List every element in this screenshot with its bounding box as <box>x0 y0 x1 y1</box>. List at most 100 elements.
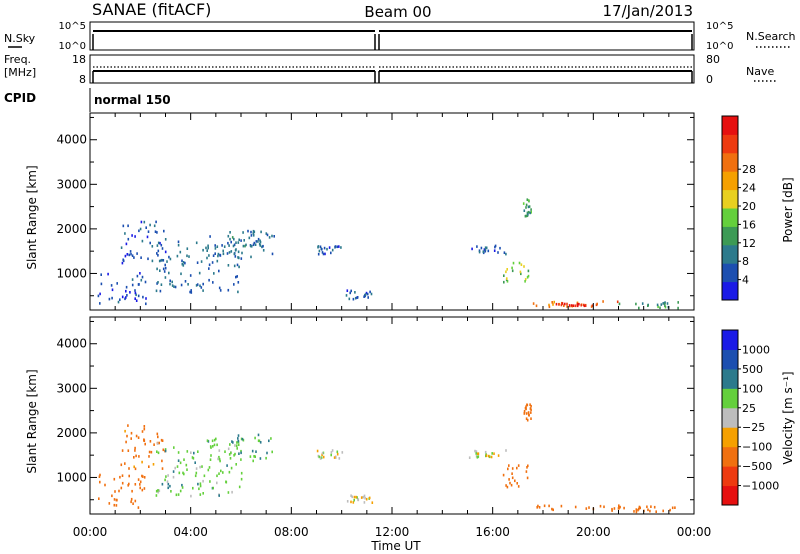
range-cell <box>108 502 111 505</box>
y-axis-label: Slant Range [km] <box>25 369 39 473</box>
colorbar-segment <box>722 368 738 389</box>
range-cell <box>136 274 139 278</box>
range-cell <box>552 303 554 306</box>
range-cell <box>616 300 619 304</box>
range-cell <box>119 298 121 301</box>
range-cell <box>360 496 363 499</box>
range-cell <box>603 505 605 509</box>
range-cell <box>99 473 101 477</box>
range-cell <box>195 284 198 287</box>
range-cell <box>134 291 137 295</box>
range-cell <box>207 440 210 443</box>
range-cell <box>234 249 237 252</box>
range-cell <box>136 252 138 255</box>
range-cell <box>254 243 257 246</box>
range-cell <box>148 465 150 468</box>
range-cell <box>186 450 189 453</box>
range-cell <box>237 281 240 284</box>
beam-title: Beam 00 <box>364 3 431 21</box>
range-cell <box>530 411 532 414</box>
range-cell <box>134 483 137 486</box>
range-cell <box>202 248 204 252</box>
range-cell <box>128 253 130 257</box>
range-cell <box>177 240 180 244</box>
range-cell <box>572 304 575 307</box>
range-cell <box>191 456 194 459</box>
range-cell <box>474 449 476 453</box>
range-cell <box>257 439 260 442</box>
range-cell <box>227 491 230 494</box>
range-cell <box>528 414 530 417</box>
range-cell <box>180 272 182 276</box>
range-cell <box>100 273 102 276</box>
range-cell <box>561 302 564 305</box>
nave-tick-bottom: 0 <box>706 73 713 86</box>
range-cell <box>333 456 336 459</box>
range-cell <box>488 454 490 458</box>
range-cell <box>318 249 321 253</box>
range-cell <box>201 465 203 468</box>
range-cell <box>120 486 123 490</box>
range-cell <box>140 256 142 259</box>
range-cell <box>153 224 156 228</box>
nsky-label: N.Sky <box>4 32 36 45</box>
frequency-panel: Freq. [MHz] 18 8 80 0 Nave <box>4 53 778 86</box>
range-cell <box>326 247 328 251</box>
range-cell <box>206 439 209 442</box>
range-cell <box>250 230 252 234</box>
range-cell <box>218 286 221 290</box>
range-cell <box>576 302 579 306</box>
range-cell <box>560 504 563 508</box>
range-cell <box>508 464 510 467</box>
range-cell <box>677 301 679 304</box>
range-cell <box>321 452 324 455</box>
range-cell <box>142 475 144 478</box>
range-cell <box>200 260 203 263</box>
range-cell <box>234 255 237 258</box>
range-cell <box>265 456 267 460</box>
range-cell <box>222 252 225 256</box>
range-cell <box>171 284 174 287</box>
range-cell <box>224 450 226 453</box>
range-cell <box>268 439 270 443</box>
range-cell <box>476 456 479 459</box>
range-cell <box>649 509 651 513</box>
colorbar-tick-label: 12 <box>742 237 756 250</box>
range-cell <box>219 459 221 463</box>
range-cell <box>134 235 136 238</box>
range-cell <box>525 206 527 209</box>
range-cell <box>506 280 509 283</box>
range-cell <box>143 476 146 479</box>
range-cell <box>536 506 538 509</box>
range-cell <box>186 468 188 471</box>
range-cell <box>480 246 483 250</box>
range-cell <box>113 498 116 501</box>
range-cell <box>139 480 142 484</box>
range-cell <box>345 294 348 297</box>
y-tick-label: 2000 <box>56 426 87 440</box>
range-cell <box>512 261 515 265</box>
range-cell <box>125 296 127 299</box>
range-cell <box>505 252 507 256</box>
range-cell <box>182 264 185 267</box>
range-cell <box>124 429 126 433</box>
range-cell <box>364 496 366 500</box>
range-cell <box>493 249 496 252</box>
range-cell <box>232 441 234 444</box>
range-cell <box>240 437 243 441</box>
range-cell <box>126 253 129 256</box>
range-cell <box>526 418 529 422</box>
range-cell <box>236 447 238 450</box>
range-cell <box>161 459 163 463</box>
range-cell <box>524 407 527 410</box>
range-cell <box>258 439 261 443</box>
range-cell <box>552 508 554 512</box>
range-cell <box>116 498 118 502</box>
range-cell <box>530 211 532 214</box>
range-cell <box>99 480 101 484</box>
colorbar-segment <box>722 244 738 264</box>
range-cell <box>247 229 249 233</box>
range-cell <box>118 489 120 493</box>
range-cell <box>166 260 168 263</box>
range-cell <box>194 474 197 478</box>
